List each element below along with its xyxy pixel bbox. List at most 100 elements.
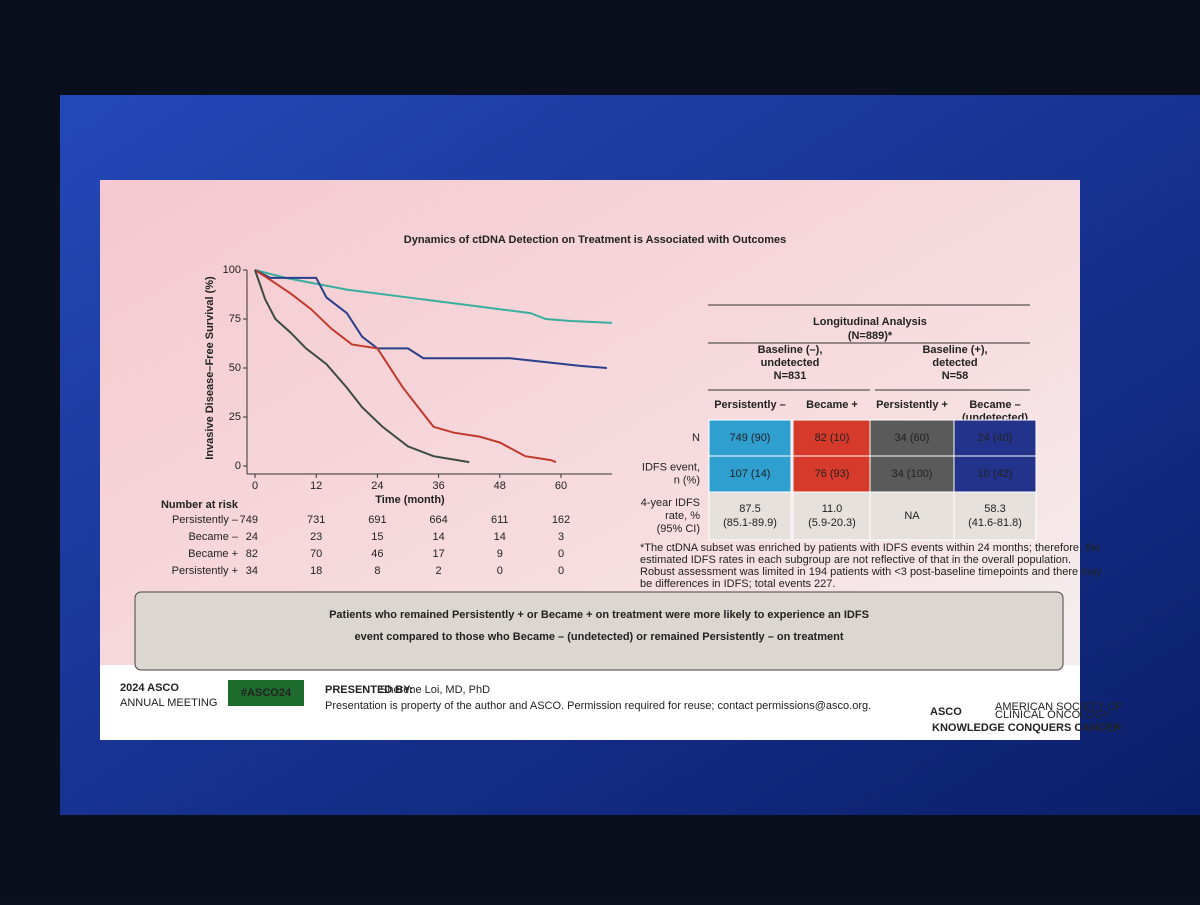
group-label: Baseline (+), <box>922 344 987 356</box>
x-tick-label: 12 <box>310 480 322 492</box>
cell-text: 11.0 <box>822 503 843 515</box>
row-label: 4-year IDFS <box>641 497 700 509</box>
table-cell <box>792 419 872 457</box>
group-label: detected <box>932 357 977 369</box>
risk-count: 70 <box>310 548 322 560</box>
risk-row-label: Persistently + <box>172 565 238 577</box>
risk-count: 8 <box>374 565 380 577</box>
risk-count: 46 <box>371 548 383 560</box>
table-cell <box>953 419 1037 457</box>
risk-count: 23 <box>310 531 322 543</box>
cell-text: 749 (90) <box>730 432 771 444</box>
presenter: Sherene Loi, MD, PhD <box>380 684 490 696</box>
y-tick-label: 100 <box>223 264 241 276</box>
y-tick-label: 25 <box>229 411 241 423</box>
x-axis-label: Time (month) <box>375 494 445 506</box>
risk-count: 691 <box>368 514 386 526</box>
slide-title: Dynamics of ctDNA Detection on Treatment… <box>404 234 786 246</box>
x-tick-label: 60 <box>555 480 567 492</box>
risk-count: 14 <box>494 531 506 543</box>
cell-text: (5.9-20.3) <box>808 517 856 529</box>
group-label: undetected <box>761 357 820 369</box>
row-label: (95% CI) <box>657 523 700 535</box>
cell-text: 82 (10) <box>815 432 850 444</box>
risk-count: 0 <box>497 565 503 577</box>
society: AMERICAN SOCIETY OF <box>995 701 1123 713</box>
cell-text: 10 (42) <box>978 468 1013 480</box>
risk-count: 14 <box>432 531 444 543</box>
column-header: Persistently – <box>714 399 786 411</box>
tagline: KNOWLEDGE CONQUERS CANCER <box>932 722 1122 734</box>
cell-text: 76 (93) <box>815 468 850 480</box>
cell-text: 87.5 <box>739 503 760 515</box>
risk-count: 664 <box>429 514 447 526</box>
km-curve <box>254 269 607 369</box>
society: CLINICAL ONCOLOGY <box>995 709 1111 721</box>
meeting-sub: ANNUAL MEETING <box>120 697 217 709</box>
km-curve <box>254 269 557 464</box>
y-tick-label: 50 <box>229 362 241 374</box>
table-title: (N=889)* <box>848 330 893 342</box>
cell-text: 107 (14) <box>730 468 771 480</box>
notice: Presentation is property of the author a… <box>325 700 871 712</box>
hashtag: #ASCO24 <box>241 687 292 699</box>
conclusion: event compared to those who Became – (un… <box>354 631 843 643</box>
row-label: IDFS event, <box>642 461 700 473</box>
risk-count: 3 <box>558 531 564 543</box>
footnote: *The ctDNA subset was enriched by patien… <box>640 542 1100 554</box>
y-axis-label: Invasive Disease–Free Survival (%) <box>204 276 216 460</box>
footnote: estimated IDFS rates in each subgroup ar… <box>640 554 1071 566</box>
row-label: N <box>692 432 700 444</box>
cell-text: NA <box>904 510 920 522</box>
conclusion-box <box>134 591 1064 671</box>
risk-count: 15 <box>371 531 383 543</box>
meeting: 2024 ASCO <box>120 682 179 694</box>
cell-text: 24 (40) <box>978 432 1013 444</box>
group-label: Baseline (–), <box>758 344 823 356</box>
y-tick-label: 75 <box>229 313 241 325</box>
risk-count: 749 <box>240 514 258 526</box>
risk-count: 611 <box>491 514 509 526</box>
x-tick-label: 36 <box>432 480 444 492</box>
x-tick-label: 48 <box>494 480 506 492</box>
risk-count: 18 <box>310 565 322 577</box>
cell-text: 58.3 <box>984 503 1005 515</box>
table-cell <box>708 491 792 541</box>
km-curve <box>254 269 613 324</box>
table-cell <box>953 455 1037 493</box>
y-tick-label: 0 <box>235 460 241 472</box>
risk-count: 0 <box>558 548 564 560</box>
column-header: Became – <box>969 399 1020 411</box>
group-label: N=831 <box>774 370 807 382</box>
risk-count: 17 <box>432 548 444 560</box>
risk-count: 0 <box>558 565 564 577</box>
risk-count: 162 <box>552 514 570 526</box>
x-tick-label: 0 <box>252 480 258 492</box>
presented-by: PRESENTED BY: <box>325 684 413 696</box>
table-cell <box>869 419 955 457</box>
risk-count: 34 <box>246 565 258 577</box>
risk-row-label: Became + <box>188 548 238 560</box>
km-curve <box>254 269 470 464</box>
table-cell <box>953 491 1037 541</box>
table-cell <box>708 455 792 493</box>
risk-count: 82 <box>246 548 258 560</box>
x-tick-label: 24 <box>371 480 383 492</box>
risk-row-label: Became – <box>188 531 238 543</box>
cell-text: 34 (60) <box>895 432 930 444</box>
risk-title: Number at risk <box>161 499 239 511</box>
risk-count: 9 <box>497 548 503 560</box>
risk-count: 731 <box>307 514 325 526</box>
table-cell <box>792 491 872 541</box>
logo: ASCO <box>930 706 962 718</box>
table-cell <box>792 455 872 493</box>
row-label: n (%) <box>674 474 700 486</box>
footnote: Robust assessment was limited in 194 pat… <box>640 566 1102 578</box>
row-label: rate, % <box>665 510 700 522</box>
footnote: be differences in IDFS; total events 227… <box>640 578 835 590</box>
cell-text: 34 (100) <box>892 468 933 480</box>
conclusion: Patients who remained Persistently + or … <box>329 609 869 621</box>
table-title: Longitudinal Analysis <box>813 316 927 328</box>
cell-text: (85.1-89.9) <box>723 517 777 529</box>
